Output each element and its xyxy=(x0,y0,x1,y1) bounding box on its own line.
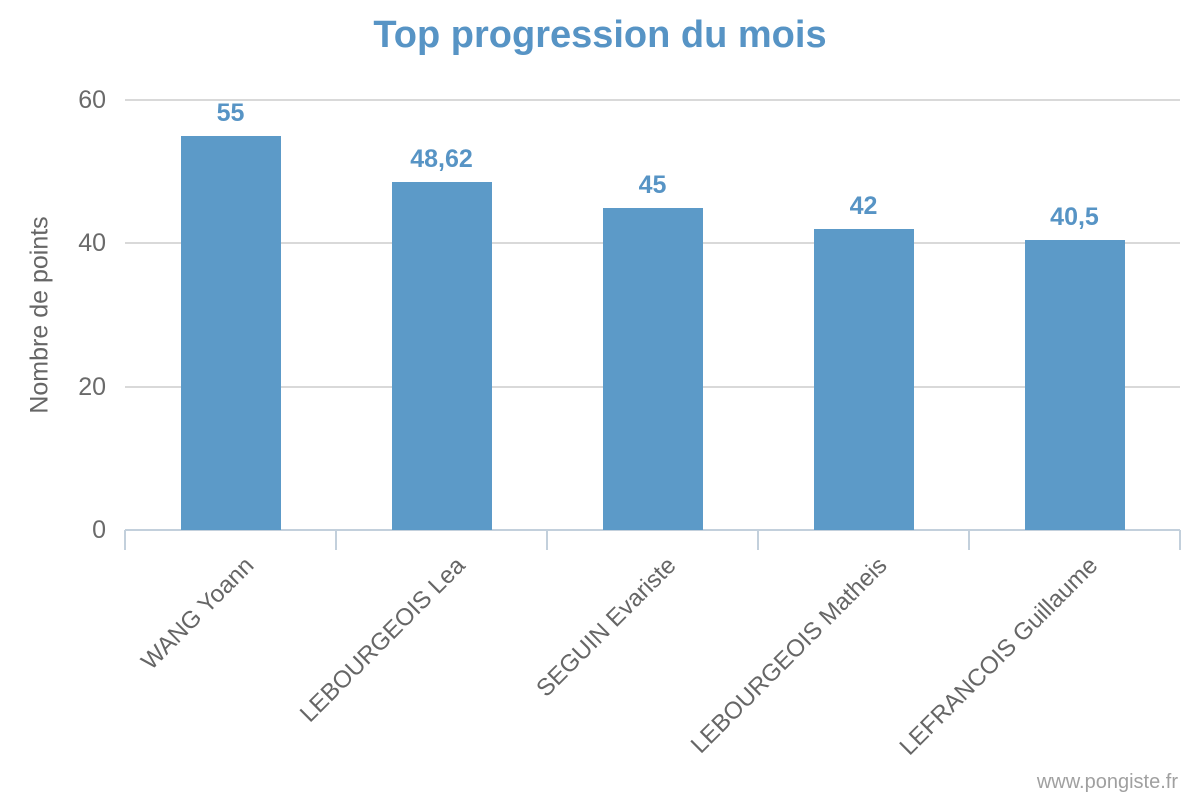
x-axis-line xyxy=(125,529,1180,531)
axis-tick xyxy=(124,530,126,550)
category-label: WANG Yoann xyxy=(136,552,260,676)
chart-title: Top progression du mois xyxy=(373,14,827,56)
category-label: SEGUIN Evariste xyxy=(531,552,682,703)
axis-tick xyxy=(546,530,548,550)
category-label: LEBOURGEOIS Lea xyxy=(294,552,471,728)
axis-tick xyxy=(1179,530,1181,550)
y-tick-label: 40 xyxy=(78,229,106,258)
bar-value-label: 40,5 xyxy=(1050,202,1099,231)
bar xyxy=(180,135,281,530)
bar-value-label: 48,62 xyxy=(410,144,473,173)
axis-tick xyxy=(335,530,337,550)
bar xyxy=(1024,239,1125,530)
y-tick-label: 0 xyxy=(92,516,106,544)
bar xyxy=(391,181,492,530)
plot-area xyxy=(124,99,1181,550)
gridline xyxy=(125,99,1180,101)
axis-tick xyxy=(968,530,970,550)
bar-value-label: 55 xyxy=(216,98,245,127)
category-label: LEBOURGEOIS Matheis xyxy=(685,552,893,759)
bar-value-label: 42 xyxy=(849,192,878,220)
bar xyxy=(813,229,914,530)
y-tick-label: 60 xyxy=(78,86,106,114)
bar xyxy=(602,207,703,530)
axis-tick xyxy=(757,530,759,550)
watermark: www.pongiste.fr xyxy=(1036,771,1178,793)
category-label: LEFRANCOIS Guillaume xyxy=(894,552,1104,761)
bar-value-label: 45 xyxy=(638,170,667,199)
y-tick-label: 20 xyxy=(78,372,106,401)
